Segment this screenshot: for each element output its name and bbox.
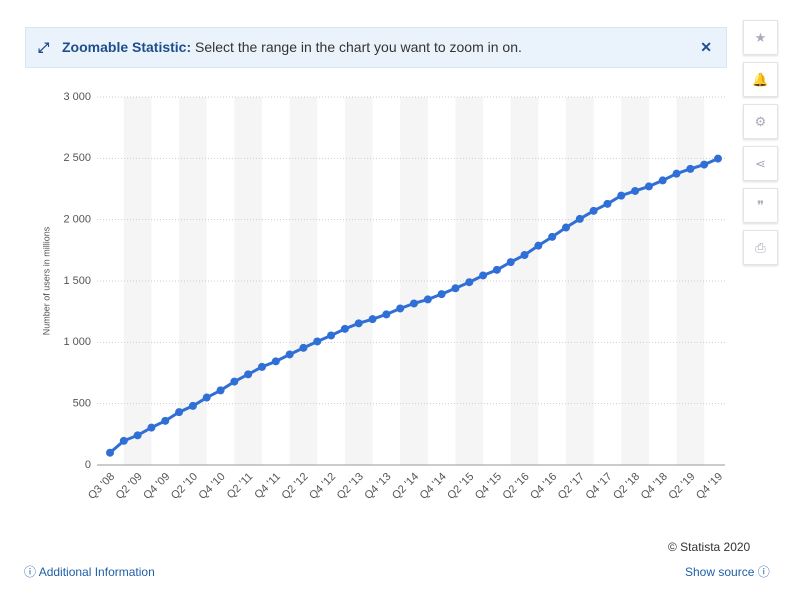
point — [133, 431, 142, 440]
x-tick-label: Q2 '09 — [114, 471, 145, 502]
point — [631, 186, 640, 195]
point — [327, 331, 336, 340]
point — [410, 299, 418, 308]
point — [686, 164, 695, 173]
copyright: © Statista 2020 — [668, 540, 751, 554]
point — [299, 343, 308, 352]
point — [271, 357, 280, 366]
x-tick-label: Q4 '12 — [307, 471, 338, 502]
x-tick-label: Q4 '18 — [639, 471, 670, 502]
y-axis-label: Number of users in millions — [41, 226, 51, 335]
star-button[interactable]: ★ — [743, 20, 778, 55]
print-button[interactable]: ⎙ — [743, 230, 778, 265]
point — [437, 290, 446, 299]
point — [617, 191, 626, 200]
x-tick-label: Q4 '19 — [694, 471, 725, 502]
band — [676, 97, 705, 465]
point — [230, 377, 239, 386]
point — [603, 199, 612, 208]
point — [589, 206, 598, 215]
x-tick-label: Q4 '14 — [418, 471, 449, 502]
point — [396, 304, 405, 313]
x-tick-label: Q4 '09 — [141, 471, 172, 502]
point — [672, 169, 681, 178]
y-tick-label: 1 000 — [63, 336, 91, 348]
y-tick-label: 3 000 — [63, 91, 91, 103]
notice: ⤢ Zoomable Statistic: Select the range in… — [25, 27, 727, 68]
x-tick-label: Q2 '14 — [390, 471, 421, 502]
point — [244, 370, 253, 379]
y-tick-label: 2 500 — [63, 152, 91, 164]
point — [506, 258, 515, 267]
x-tick-label: Q2 '17 — [556, 471, 587, 502]
x-tick-label: Q2 '12 — [279, 471, 310, 502]
x-tick-label: Q4 '13 — [362, 471, 393, 502]
x-tick-label: Q4 '15 — [473, 471, 504, 502]
point — [313, 337, 322, 346]
point — [285, 350, 294, 359]
point — [644, 182, 653, 191]
point — [548, 232, 557, 241]
y-tick-label: 2 000 — [63, 214, 91, 226]
point — [175, 408, 184, 417]
x-tick-label: Q2 '15 — [445, 471, 476, 502]
point — [216, 386, 225, 395]
band — [289, 97, 318, 465]
x-tick-label: Q2 '11 — [225, 471, 256, 502]
settings-button[interactable]: ⚙ — [743, 104, 778, 139]
x-tick-label: Q4 '16 — [528, 471, 559, 502]
point — [534, 241, 543, 250]
x-tick-label: Q3 '08 — [86, 471, 117, 502]
point — [354, 319, 363, 328]
point — [258, 362, 266, 371]
point — [423, 295, 432, 304]
y-tick-label: 1 500 — [63, 275, 91, 287]
y-tick-label: 0 — [85, 459, 91, 471]
point — [465, 278, 474, 287]
x-tick-label: Q2 '19 — [666, 471, 697, 502]
notice-title: Zoomable Statistic: — [62, 39, 192, 55]
point — [562, 223, 570, 232]
point — [479, 271, 488, 280]
point — [575, 214, 584, 223]
show-source-text[interactable]: Show source — [685, 565, 755, 579]
cite-button[interactable]: ❞ — [743, 188, 778, 223]
y-tick-label: 500 — [73, 398, 91, 410]
band — [510, 97, 539, 465]
point — [700, 160, 709, 169]
band — [123, 97, 152, 465]
point — [658, 176, 667, 185]
chart: Number of users in millions 0 500 1 000 1 5… — [41, 91, 725, 502]
point — [492, 265, 501, 274]
point — [368, 315, 377, 324]
x-tick-label: Q2 '10 — [169, 471, 200, 502]
point — [382, 310, 391, 319]
point — [714, 154, 722, 163]
alert-button[interactable]: 🔔 — [743, 62, 778, 97]
point — [188, 401, 197, 410]
x-tick-label: Q2 '18 — [611, 471, 642, 502]
point — [119, 436, 128, 445]
x-tick-label: Q2 '13 — [335, 471, 366, 502]
point — [161, 416, 170, 425]
point — [106, 448, 114, 457]
show-source[interactable]: Show source ⓘ — [685, 565, 770, 579]
point — [520, 250, 529, 259]
additional-info[interactable]: ⓘ Additional Information — [24, 565, 155, 579]
close[interactable]: ✕ — [700, 39, 712, 55]
point — [451, 284, 460, 293]
x-tick-label: Q4 '10 — [197, 471, 228, 502]
additional-info-text[interactable]: Additional Information — [38, 565, 155, 579]
point — [202, 393, 211, 402]
x-tick-label: Q4 '11 — [252, 471, 283, 502]
share-button[interactable]: ⋖ — [743, 146, 778, 181]
point — [147, 423, 156, 432]
notice-text: Select the range in the chart you want t… — [195, 39, 522, 55]
band — [400, 97, 428, 465]
x-tick-label: Q4 '17 — [583, 471, 614, 502]
point — [340, 324, 349, 333]
x-tick-label: Q2 '16 — [501, 471, 532, 502]
